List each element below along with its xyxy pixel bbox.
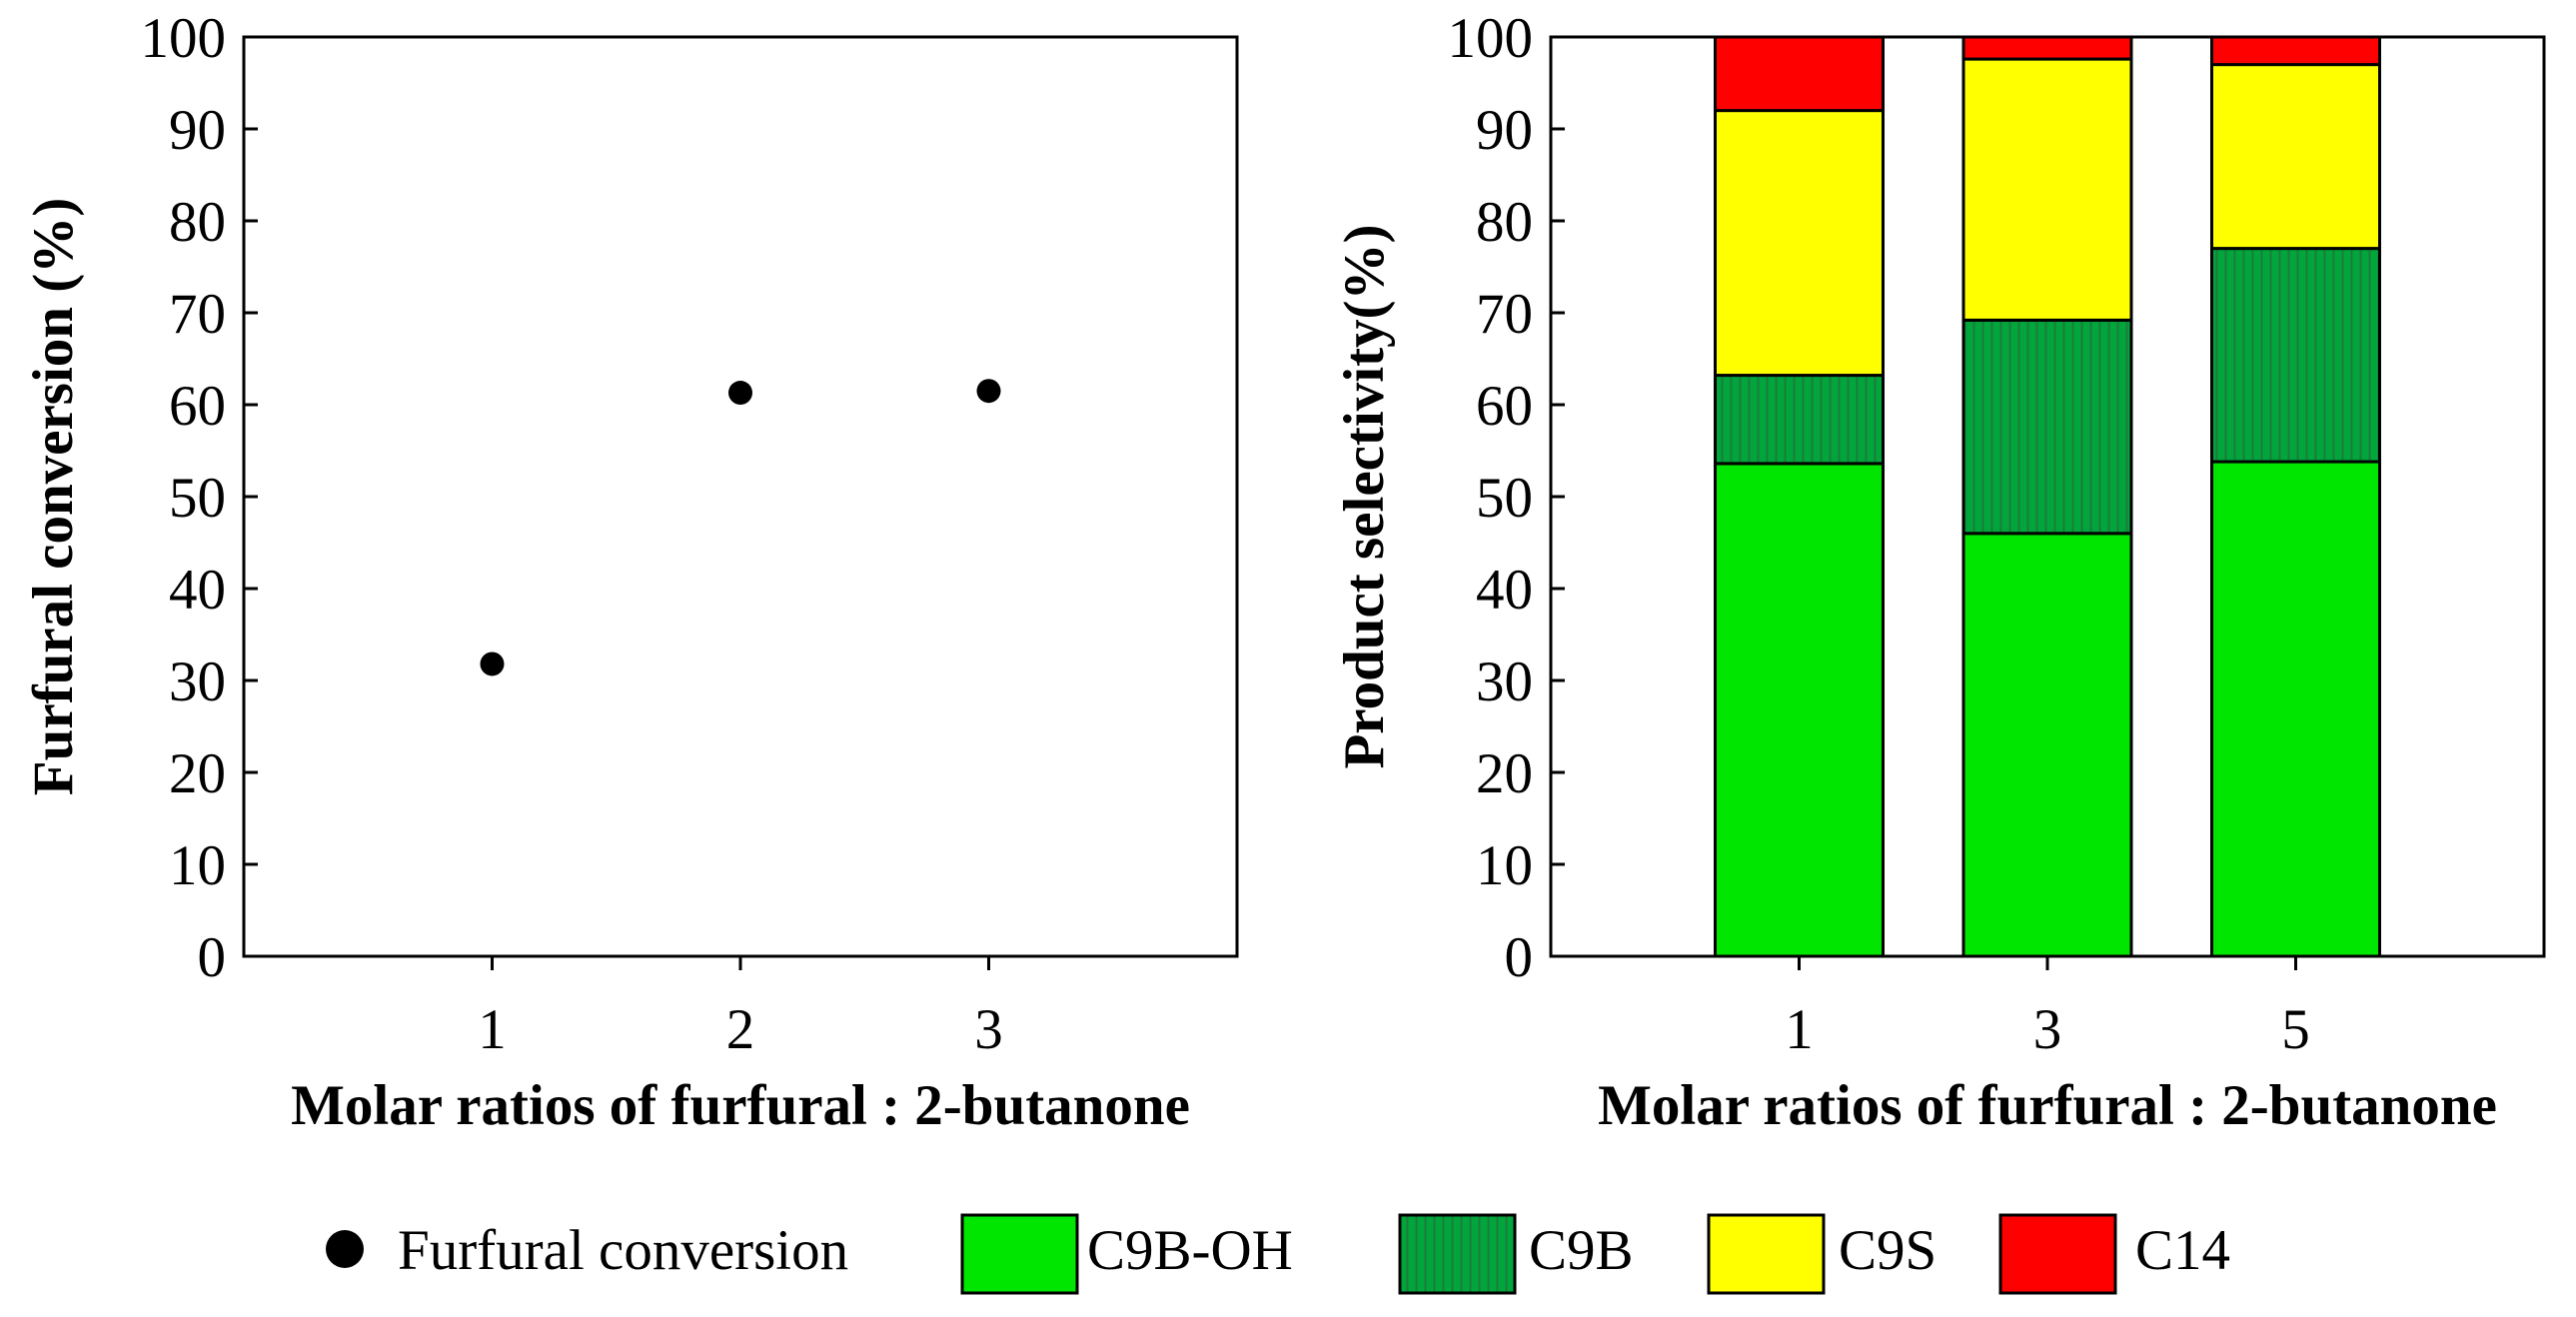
bar-segment-c14	[1714, 35, 1885, 113]
left-y-tick-label: 0	[198, 926, 227, 989]
legend-label-c14: C14	[2135, 1219, 2230, 1282]
legend-marker-c9b-oh	[960, 1213, 1079, 1295]
left-y-axis-label: Furfural conversion (%)	[22, 198, 85, 795]
legend-marker-furfural-conversion	[326, 1230, 364, 1268]
right-y-tick-label: 50	[1476, 467, 1533, 530]
right-x-axis-label: Molar ratios of furfural : 2-butanone	[1598, 1074, 2497, 1137]
left-plot-frame	[242, 35, 1239, 958]
conversion-point	[480, 652, 505, 676]
legend: Furfural conversion C9B-OH C9B C9S C14	[326, 1213, 2230, 1295]
left-x-tick-label: 2	[726, 998, 755, 1061]
right-y-tick-label: 10	[1476, 834, 1533, 897]
legend-marker-c9b	[1398, 1213, 1517, 1295]
right-x-tick-label: 1	[1785, 998, 1814, 1061]
bar-segment-c9s	[2210, 63, 2381, 251]
bar-segment-c9b	[1714, 374, 1885, 466]
left-y-tick-label: 20	[169, 742, 226, 805]
right-y-tick-label: 90	[1476, 99, 1533, 162]
conversion-chart: 0 10 20 30 40 50 60 70 80 90 100 1 2 3 Molar ratios …	[22, 7, 1239, 1137]
left-y-tick-label: 30	[169, 651, 226, 713]
right-y-tick-label: 40	[1476, 559, 1533, 622]
bar-segment-c9b-oh	[1961, 532, 2133, 958]
left-y-tick-label: 100	[141, 7, 227, 70]
legend-label-c9b: C9B	[1529, 1219, 1634, 1282]
right-x-tick-label: 3	[2033, 998, 2062, 1061]
bar-segment-c9b-oh	[2210, 460, 2381, 958]
bar-segment-c9b	[2210, 247, 2381, 464]
bar-segment-c14	[2210, 35, 2381, 67]
right-y-tick-label: 70	[1476, 283, 1533, 346]
bar-segment-c9s	[1961, 57, 2133, 322]
left-y-tick-label: 60	[169, 375, 226, 438]
conversion-point	[728, 381, 752, 406]
left-y-tick-label: 70	[169, 283, 226, 346]
right-y-tick-label: 80	[1476, 191, 1533, 254]
selectivity-chart: 0 10 20 30 40 50 60 70 80 90 100 1 3 5 Molar ratios …	[1333, 7, 2546, 1137]
left-y-tick-label: 10	[169, 834, 226, 897]
bar-segment-c14	[1961, 35, 2133, 61]
left-x-axis-label: Molar ratios of furfural : 2-butanone	[291, 1074, 1190, 1137]
legend-label-c9b-oh: C9B-OH	[1087, 1219, 1293, 1282]
right-y-tick-label: 0	[1505, 926, 1534, 989]
right-y-tick-label: 30	[1476, 651, 1533, 713]
left-x-tick-label: 3	[974, 998, 1003, 1061]
legend-label-furfural-conversion: Furfural conversion	[398, 1219, 848, 1282]
left-y-tick-label: 90	[169, 99, 226, 162]
bar-segment-c9b	[1961, 318, 2133, 536]
right-y-tick-label: 100	[1448, 7, 1534, 70]
legend-label-c9s: C9S	[1839, 1219, 1936, 1282]
right-y-axis-label: Product selectivity(%)	[1333, 224, 1396, 768]
bar-segment-c9b-oh	[1714, 462, 1885, 958]
right-x-tick-label: 5	[2281, 998, 2310, 1061]
right-y-tick-label: 20	[1476, 742, 1533, 805]
right-y-tick-label: 60	[1476, 375, 1533, 438]
left-y-tick-label: 40	[169, 559, 226, 622]
legend-marker-c9s	[1707, 1213, 1826, 1295]
conversion-point	[976, 379, 1001, 404]
left-y-tick-label: 80	[169, 191, 226, 254]
left-y-tick-label: 50	[169, 467, 226, 530]
bar-segment-c9s	[1714, 109, 1885, 378]
left-x-tick-label: 1	[478, 998, 507, 1061]
legend-marker-c14	[1998, 1213, 2117, 1295]
